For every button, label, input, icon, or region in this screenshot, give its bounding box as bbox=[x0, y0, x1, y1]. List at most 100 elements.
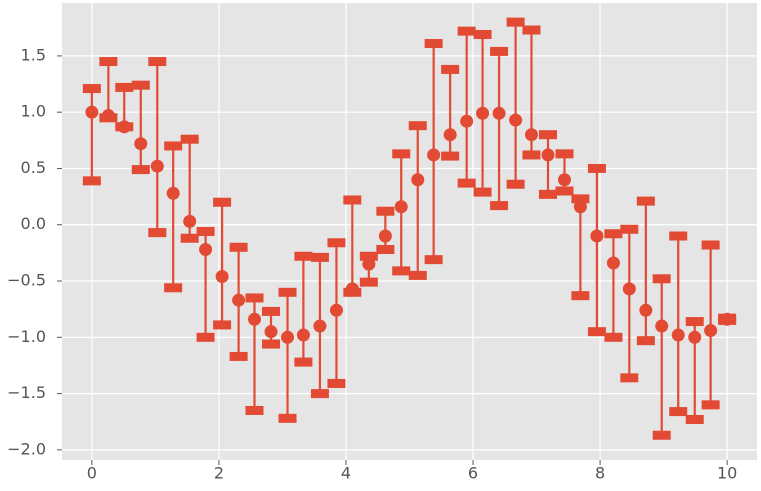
error-cap-lower bbox=[262, 339, 281, 349]
error-cap-upper bbox=[522, 25, 541, 35]
error-cap-lower bbox=[229, 351, 248, 361]
point bbox=[671, 328, 685, 342]
error-cap-lower bbox=[164, 283, 183, 293]
error-cap-lower bbox=[604, 332, 623, 342]
point bbox=[411, 173, 425, 187]
x-tick-label: 6 bbox=[468, 464, 478, 483]
error-cap-lower bbox=[587, 327, 606, 337]
error-cap-lower bbox=[213, 320, 232, 330]
point bbox=[215, 270, 229, 284]
error-cap-upper bbox=[392, 149, 411, 159]
error-cap-lower bbox=[522, 150, 541, 160]
error-cap-lower bbox=[131, 165, 150, 175]
error-cap-lower bbox=[310, 389, 329, 399]
error-cap-lower bbox=[392, 266, 411, 276]
y-tick-label: −2.0 bbox=[7, 439, 46, 458]
error-cap-upper bbox=[571, 194, 590, 204]
error-cap-lower bbox=[571, 291, 590, 301]
point bbox=[329, 303, 343, 317]
point bbox=[524, 128, 538, 142]
point bbox=[281, 330, 295, 344]
error-cap-upper bbox=[310, 252, 329, 262]
x-tick-label: 2 bbox=[214, 464, 224, 483]
point bbox=[460, 114, 474, 128]
error-cap-lower bbox=[245, 405, 264, 415]
point bbox=[427, 148, 441, 162]
error-cap-lower bbox=[327, 378, 346, 388]
error-cap-upper bbox=[441, 64, 460, 74]
error-cap-lower bbox=[473, 187, 492, 197]
error-cap-lower bbox=[701, 400, 720, 410]
point bbox=[541, 148, 555, 162]
error-cap-upper bbox=[245, 293, 264, 303]
error-cap-lower bbox=[636, 336, 655, 346]
error-cap-upper bbox=[506, 17, 525, 27]
y-tick-label: 0.0 bbox=[21, 214, 46, 233]
error-cap-upper bbox=[424, 39, 443, 49]
error-cap-upper bbox=[196, 227, 215, 236]
point bbox=[150, 159, 164, 173]
error-cap-upper bbox=[620, 224, 639, 234]
error-cap-upper bbox=[359, 251, 378, 261]
error-cap-lower bbox=[376, 245, 395, 255]
error-cap-upper bbox=[457, 26, 476, 36]
y-tick-label: 1.0 bbox=[21, 102, 46, 121]
error-cap-upper bbox=[131, 80, 150, 90]
point bbox=[134, 137, 148, 151]
error-cap-upper bbox=[148, 57, 167, 67]
error-cap-upper bbox=[327, 238, 346, 248]
point bbox=[720, 312, 734, 326]
y-tick-label: 0.5 bbox=[21, 158, 46, 177]
error-cap-upper bbox=[82, 84, 101, 94]
point bbox=[509, 113, 523, 127]
error-cap-lower bbox=[148, 228, 167, 238]
point bbox=[492, 106, 506, 120]
point bbox=[606, 256, 620, 270]
point bbox=[378, 229, 392, 243]
error-cap-upper bbox=[604, 229, 623, 239]
point bbox=[183, 214, 197, 228]
error-cap-lower bbox=[294, 357, 313, 367]
y-tick-label: −0.5 bbox=[7, 271, 46, 290]
error-cap-lower bbox=[424, 255, 443, 265]
error-cap-upper bbox=[115, 82, 134, 92]
point bbox=[704, 324, 718, 338]
error-cap-lower bbox=[669, 407, 688, 417]
point bbox=[247, 312, 261, 326]
error-cap-lower bbox=[490, 201, 509, 211]
point bbox=[313, 319, 327, 333]
error-cap-lower bbox=[652, 430, 671, 440]
point bbox=[558, 173, 572, 187]
error-cap-lower bbox=[620, 373, 639, 383]
error-cap-upper bbox=[294, 251, 313, 261]
error-cap-upper bbox=[164, 141, 183, 151]
point bbox=[443, 128, 457, 142]
plot-area bbox=[62, 3, 757, 460]
error-cap-upper bbox=[408, 121, 427, 131]
error-cap-upper bbox=[99, 57, 118, 67]
error-cap-lower bbox=[196, 332, 215, 342]
point bbox=[573, 200, 587, 214]
error-cap-upper bbox=[538, 130, 557, 140]
error-cap-lower bbox=[538, 189, 557, 199]
point bbox=[264, 325, 278, 339]
error-cap-lower bbox=[82, 176, 101, 186]
error-cap-upper bbox=[636, 196, 655, 206]
error-cap-lower bbox=[278, 413, 297, 423]
point bbox=[85, 105, 99, 119]
error-cap-lower bbox=[457, 178, 476, 188]
error-cap-upper bbox=[262, 306, 281, 316]
y-tick-label: 1.5 bbox=[21, 45, 46, 64]
error-cap-upper bbox=[376, 206, 395, 216]
point bbox=[345, 282, 359, 296]
point bbox=[117, 120, 131, 134]
x-tick-label: 8 bbox=[595, 464, 605, 483]
error-cap-lower bbox=[555, 186, 574, 196]
error-cap-upper bbox=[180, 134, 199, 144]
error-cap-lower bbox=[506, 179, 525, 189]
error-cap-upper bbox=[701, 240, 720, 250]
error-cap-upper bbox=[343, 195, 362, 205]
point bbox=[362, 257, 376, 271]
x-tick-label: 10 bbox=[717, 464, 737, 483]
